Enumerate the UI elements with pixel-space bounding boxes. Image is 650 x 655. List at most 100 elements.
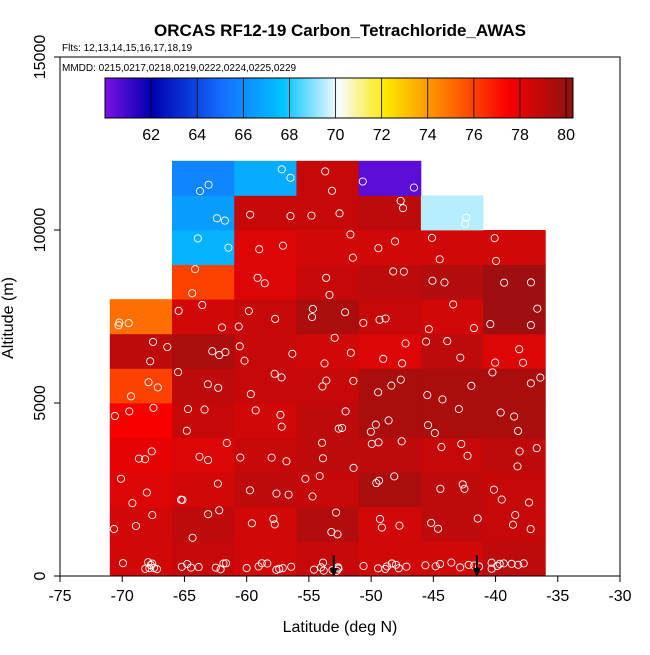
sample-point [270,520,279,529]
heatmap-cell [234,541,297,577]
sample-point [379,354,388,363]
sample-point [211,563,220,572]
sample-point [221,348,230,357]
sample-point [375,315,384,324]
heatmap-cell [483,506,546,542]
heatmap-cell [109,403,173,438]
heatmap-cell [234,299,297,335]
heatmap-cell [358,299,422,335]
sample-point [374,388,383,397]
heatmap-cell [358,403,422,438]
sample-point [327,186,337,195]
sample-points [109,165,545,575]
heatmap-cell [420,333,484,369]
sample-point [436,559,445,569]
colorbar-tick-label: 66 [234,127,252,144]
sample-point [186,563,196,572]
heatmap-cell [234,368,297,404]
colorbar-bar [104,77,574,119]
heatmap-cell [296,368,360,404]
heatmap-cell [483,472,546,508]
sample-point [212,214,222,223]
sample-point [401,339,410,348]
sample-point [263,559,272,568]
heatmap-cell [109,368,173,404]
sample-point [142,488,151,497]
heatmap-cell [420,195,484,231]
sample-point [204,456,213,465]
sample-point [381,564,390,573]
sample-point [438,395,447,404]
sample-point [234,322,243,331]
sample-point [193,234,202,243]
sample-point [214,383,223,392]
sample-point [318,454,327,463]
sample-point [526,278,536,287]
colorbar-tick-label: 80 [557,127,575,144]
heatmap-cell [420,264,484,300]
sample-point [174,306,183,315]
colorbar-tick-label: 76 [465,127,483,144]
heatmap-cell [420,472,484,508]
sample-point [322,376,331,385]
sample-point [255,245,264,254]
x-tick-label: -55 [297,588,320,605]
colorbar: 62 64 66 68 70 72 74 76 78 80 [104,77,575,144]
heatmap-cell [234,437,297,473]
sample-point [487,558,496,567]
heatmap-cell [109,333,173,369]
y-axis-label: Altitude (m) [0,277,17,359]
sample-point [251,406,260,415]
sample-point [469,324,478,333]
flights-label: Flts: 12,13,14,15,16,17,18,19 [62,43,193,54]
sample-point [182,426,191,435]
heatmap-cell [109,506,173,542]
colorbar-tick-label: 64 [188,127,206,144]
sample-point [396,196,405,205]
heatmap-cell [296,195,360,231]
sample-point [216,565,225,574]
sample-point [374,244,383,253]
heatmap-cell [172,437,235,473]
sample-point [533,304,542,313]
sample-point [338,423,347,432]
sample-point [409,183,418,192]
sample-point [146,357,155,366]
sample-point [277,373,286,382]
sample-point [116,474,126,483]
sample-point [508,520,518,529]
heatmap-cell [420,506,484,542]
sample-point [519,559,528,568]
sample-point [358,177,367,186]
sample-point [322,273,331,282]
sample-point [464,560,473,569]
sample-point [382,562,392,571]
sample-point [309,565,319,574]
colorbar-tick-label: 62 [142,127,160,144]
sample-point [276,410,285,419]
sample-point [513,462,522,471]
heatmap-cell [296,230,360,265]
sample-point [334,424,343,433]
sample-point [427,233,437,242]
heatmap-cell [296,506,360,542]
sample-point [191,265,200,274]
sample-point [109,524,119,534]
heatmap-cell [234,160,297,196]
sample-point [288,349,297,358]
sample-point [286,173,295,182]
heatmap-cell [109,437,173,473]
sample-point [244,306,253,316]
sample-point [269,514,278,524]
heatmap-cell [234,472,297,508]
sample-point [390,472,399,481]
sample-point [387,381,396,390]
heatmap-cell [483,333,546,369]
sample-point [284,490,293,499]
heatmap-cell [296,160,360,196]
sample-point [118,559,128,568]
sample-point [321,167,330,176]
sample-point [526,321,535,330]
